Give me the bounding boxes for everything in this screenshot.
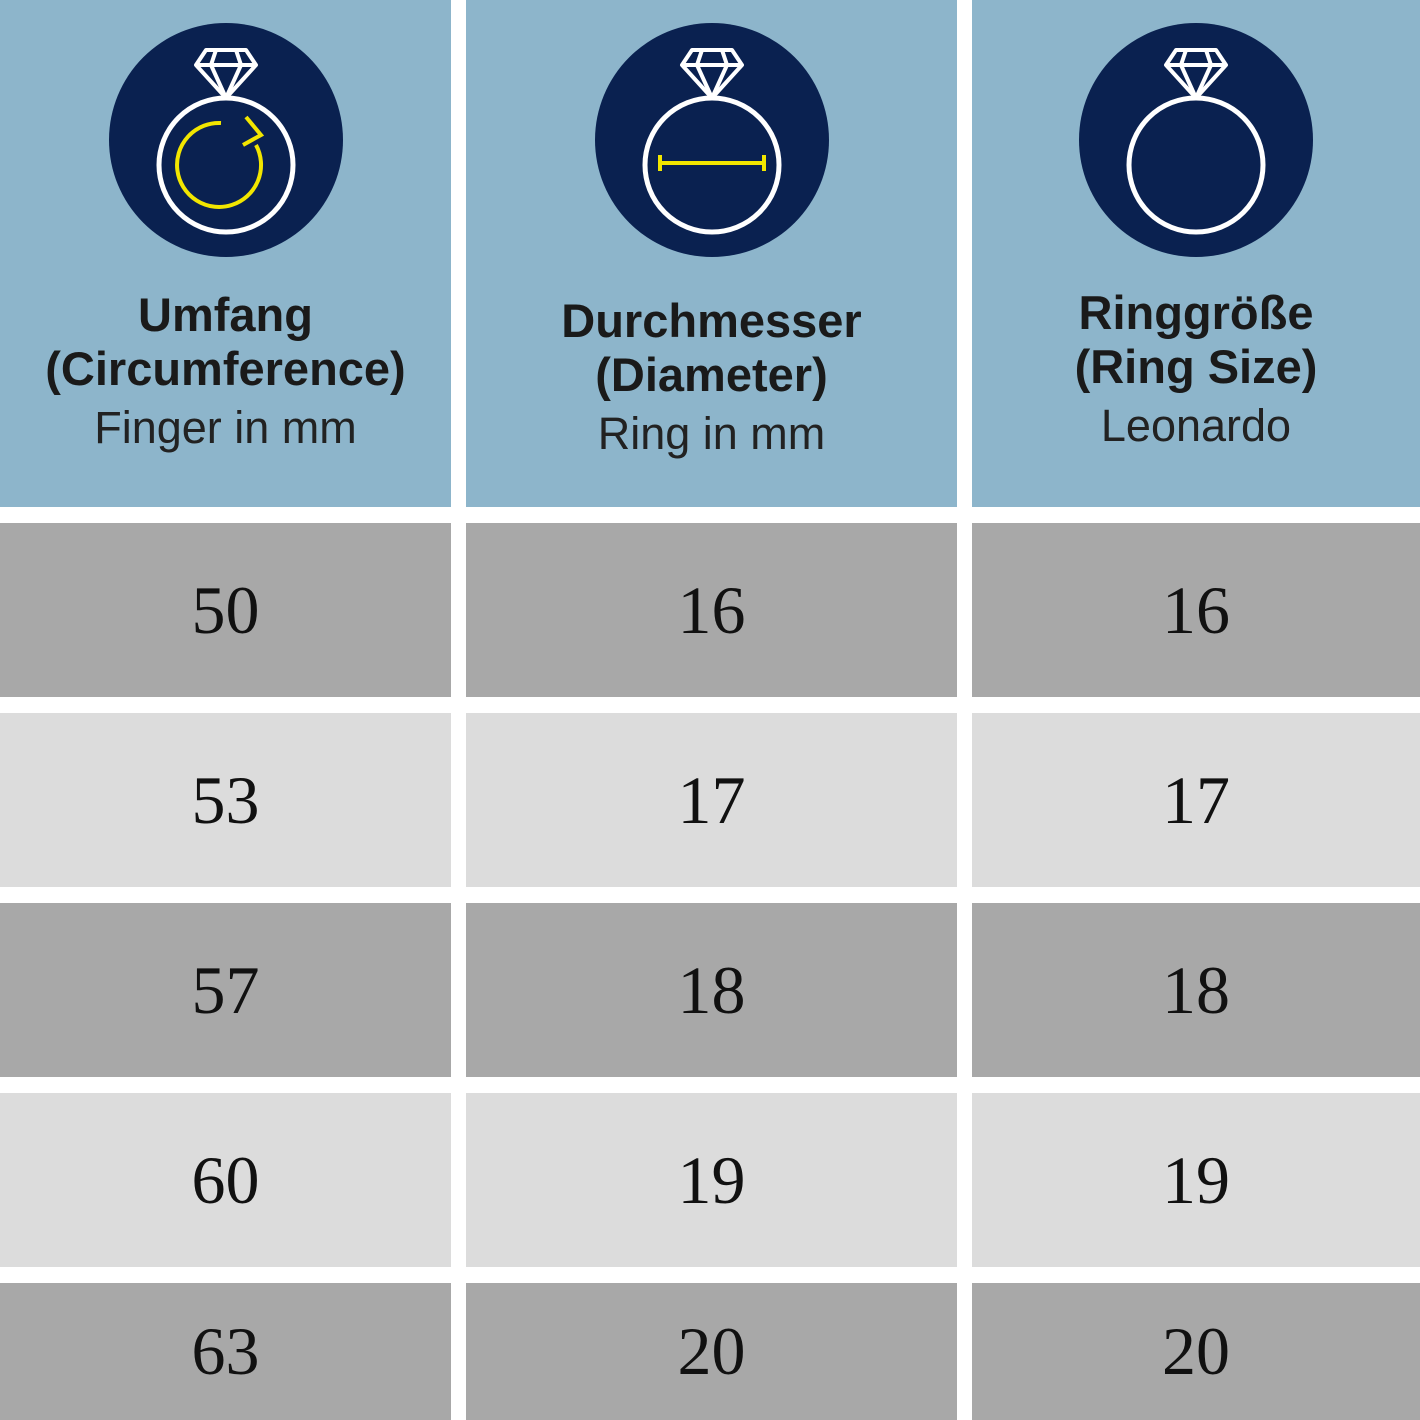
table-cell: 57: [0, 903, 451, 1077]
column-unit: Finger in mm: [94, 402, 357, 453]
column-title: Umfang: [138, 288, 313, 341]
table-cell: 16: [972, 523, 1420, 697]
table-cell: 20: [466, 1283, 957, 1420]
column-title: Durchmesser: [561, 294, 862, 347]
column-title: Ringgröße: [1078, 286, 1314, 339]
column-unit: Ring in mm: [597, 408, 826, 459]
table-cell: 63: [0, 1283, 451, 1420]
header-ring-size: Ringgröße (Ring Size) Leonardo: [972, 0, 1420, 507]
column-subtitle: (Diameter): [595, 348, 828, 401]
table-cell: 53: [0, 713, 451, 887]
table-cell: 18: [466, 903, 957, 1077]
table-cell: 16: [466, 523, 957, 697]
table-cell: 17: [972, 713, 1420, 887]
table-cell: 19: [466, 1093, 957, 1267]
table-cell: 18: [972, 903, 1420, 1077]
header-circumference: Umfang (Circumference) Finger in mm: [0, 0, 451, 507]
column-unit: Leonardo: [1100, 400, 1292, 451]
ring-circumference-icon: [108, 23, 343, 257]
table-cell: 60: [0, 1093, 451, 1267]
column-subtitle: (Circumference): [45, 342, 406, 395]
table-cell: 19: [972, 1093, 1420, 1267]
column-subtitle: (Ring Size): [1074, 340, 1318, 393]
table-cell: 20: [972, 1283, 1420, 1420]
table-cell: 50: [0, 523, 451, 697]
ring-size-icon: [1079, 23, 1313, 257]
ring-diameter-icon: [594, 23, 829, 257]
table-cell: 17: [466, 713, 957, 887]
header-diameter: Durchmesser (Diameter) Ring in mm: [466, 0, 957, 507]
